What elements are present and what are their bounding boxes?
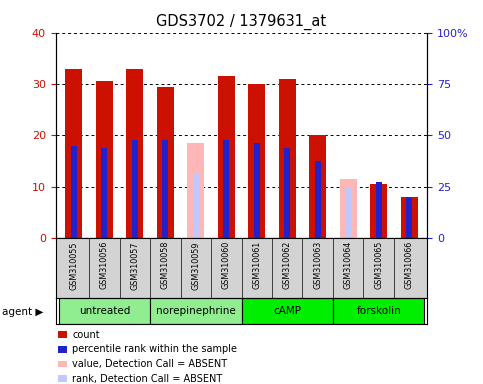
Text: GSM310066: GSM310066 [405,241,413,289]
Text: norepinephrine: norepinephrine [156,306,236,316]
Bar [242,298,333,324]
Text: GSM310065: GSM310065 [374,241,383,290]
Text: GSM310064: GSM310064 [344,241,353,289]
Bar [370,184,387,238]
Text: GSM310061: GSM310061 [252,241,261,289]
Bar [157,86,174,238]
Bar [101,148,107,238]
Bar [406,197,412,238]
Bar [132,141,138,238]
Bar [401,197,417,238]
Text: count: count [72,330,100,340]
Bar [248,84,265,238]
Text: GSM310056: GSM310056 [100,241,109,290]
Text: GSM310055: GSM310055 [70,241,78,290]
Bar [279,79,296,238]
Bar [314,161,321,238]
Bar [162,141,169,238]
Bar [340,179,356,238]
Text: GSM310060: GSM310060 [222,241,231,289]
Bar [66,69,82,238]
Text: GSM310062: GSM310062 [283,241,292,290]
Bar [333,298,425,324]
Bar [150,298,242,324]
Bar [193,174,199,238]
Bar [218,76,235,238]
Bar [254,143,260,238]
Bar [345,187,351,238]
Bar [309,136,326,238]
Bar [223,141,229,238]
Text: cAMP: cAMP [273,306,301,316]
Text: GSM310057: GSM310057 [130,241,139,290]
Bar [187,143,204,238]
Bar [58,298,150,324]
Text: untreated: untreated [79,306,130,316]
Text: agent ▶: agent ▶ [2,307,44,317]
Bar [71,146,77,238]
Text: GSM310058: GSM310058 [161,241,170,290]
Text: value, Detection Call = ABSENT: value, Detection Call = ABSENT [72,359,227,369]
Text: GDS3702 / 1379631_at: GDS3702 / 1379631_at [156,13,327,30]
Bar [96,81,113,238]
Text: GSM310063: GSM310063 [313,241,322,289]
Text: GSM310059: GSM310059 [191,241,200,290]
Text: forskolin: forskolin [356,306,401,316]
Text: percentile rank within the sample: percentile rank within the sample [72,344,238,354]
Bar [376,182,382,238]
Bar [284,148,290,238]
Text: rank, Detection Call = ABSENT: rank, Detection Call = ABSENT [72,374,223,384]
Bar [127,69,143,238]
